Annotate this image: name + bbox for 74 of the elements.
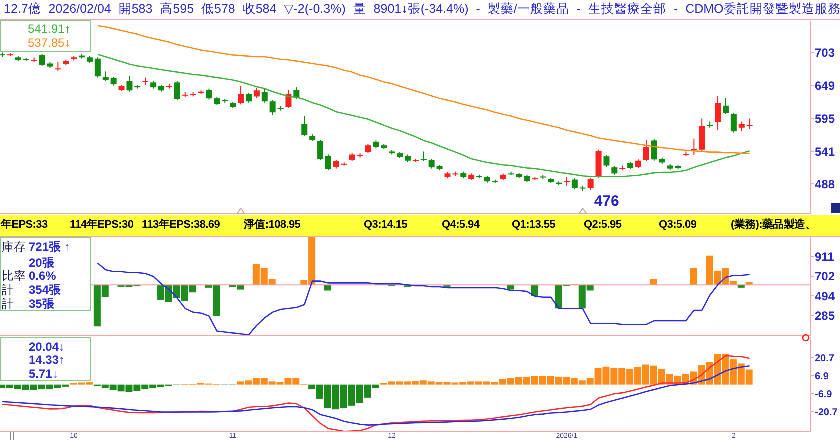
candlestick — [246, 92, 252, 104]
annotation: 20張 — [29, 256, 54, 270]
text: (業務):藥品製造、 — [731, 219, 816, 231]
annotation: 14.33↑ — [29, 353, 66, 367]
candlestick — [94, 57, 101, 78]
annotation: 5.71↓ — [29, 366, 58, 380]
y-tick-label: 6.9 — [815, 371, 830, 382]
legend-box: 541.91↑ 537.85↓ — [0, 20, 91, 52]
candlestick — [643, 140, 650, 162]
candlestick — [572, 178, 578, 190]
y-tick-label: 595 — [815, 112, 836, 126]
text: Q3:5.09 — [659, 219, 697, 231]
annotation: 721張 ↑ — [29, 240, 70, 254]
text: 113年EPS:38.69 — [142, 219, 220, 231]
candlestick — [738, 121, 745, 132]
text: Q2:5.95 — [584, 219, 622, 231]
y-tick-label: 20.7 — [815, 353, 835, 364]
candlestick — [254, 88, 260, 98]
candlestick — [699, 118, 706, 152]
candlestick — [262, 88, 268, 104]
candlestick — [691, 138, 698, 156]
candlestick — [746, 118, 753, 130]
candlestick — [270, 100, 276, 116]
candlestick — [318, 140, 324, 161]
annotation: 0.6% — [29, 268, 56, 282]
y-tick-label: 488 — [815, 177, 836, 192]
candlestick — [715, 96, 722, 131]
candlestick — [588, 177, 594, 191]
candlestick — [428, 158, 435, 170]
text: 年EPS:33 — [1, 219, 48, 231]
line-series — [97, 262, 750, 336]
line-series — [2, 355, 750, 432]
annotation: 庫存 — [2, 240, 26, 254]
candlestick — [604, 154, 610, 168]
y-tick-label: -20.7 — [815, 408, 838, 419]
candlestick — [174, 80, 180, 101]
annotation: 476 — [594, 193, 620, 210]
y-tick-label: 649 — [815, 79, 836, 94]
line-series — [97, 25, 750, 154]
text: Q3:14.15 — [364, 219, 408, 231]
candlestick — [420, 151, 427, 162]
y-tick-label: 541 — [815, 145, 836, 160]
y-tick-label: 494 — [815, 289, 836, 304]
candlestick — [651, 138, 658, 162]
candlestick — [365, 144, 372, 154]
annotation: 35張 — [29, 297, 54, 311]
line-series — [97, 54, 750, 178]
candlestick — [730, 112, 737, 134]
text: Q1:13.55 — [512, 219, 556, 231]
candlestick — [126, 75, 133, 92]
candlestick — [102, 71, 109, 82]
value-box: 20.04↓ 14.33↑ 5.71↓ — [0, 337, 91, 381]
candlestick — [302, 116, 308, 137]
text: Q4:5.94 — [442, 219, 480, 231]
annotation: 計 — [2, 283, 14, 297]
annotation: 比率 — [2, 268, 26, 282]
y-tick-label: -6.9 — [815, 389, 833, 400]
candlestick — [238, 86, 244, 106]
y-tick-label: 703 — [815, 46, 836, 60]
candlestick — [722, 97, 729, 115]
y-tick-label: 285 — [815, 309, 836, 324]
annotation: 20.04↓ — [29, 340, 66, 354]
candlestick — [206, 88, 212, 100]
bar — [690, 268, 698, 286]
candlestick — [325, 154, 332, 172]
annotation: 計 — [2, 297, 14, 311]
chart-title: 12.7億 2026/02/04 開583 高595 低578 收584 ▽-2(-0.3%) 量 8901↓張(-34.4%) - 製藥/一般藥品 - 生技醫療全部 - CDMO委託開發暨製造服務 — [4, 2, 840, 16]
text: 淨值:108.95 — [244, 219, 301, 231]
y-tick-label: 702 — [815, 270, 836, 284]
line-series — [2, 365, 750, 426]
annotation: 354張 — [29, 283, 62, 297]
candlestick — [55, 61, 62, 72]
text: 114年EPS:30 — [70, 219, 134, 231]
y-tick-label: 911 — [815, 250, 835, 264]
